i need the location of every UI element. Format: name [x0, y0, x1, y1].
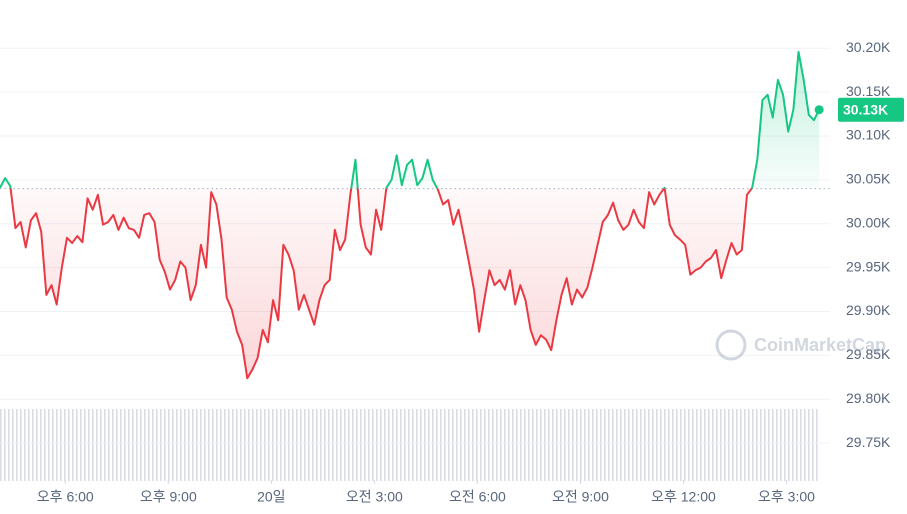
x-tick-label: 오후 6:00 — [37, 489, 94, 505]
x-tick-label: 오전 9:00 — [552, 489, 609, 505]
x-tick-label: 오전 6:00 — [449, 489, 506, 505]
current-price-box — [838, 97, 904, 122]
y-tick-label: 30.05K — [846, 171, 891, 187]
last-point — [814, 105, 824, 115]
volume-bars — [0, 409, 820, 481]
x-tick-label: 오후 12:00 — [651, 489, 716, 505]
y-tick-label: 29.85K — [846, 346, 891, 362]
watermark-text: CoinMarketCap — [754, 335, 886, 355]
y-tick-label: 29.90K — [846, 302, 891, 318]
y-tick-label: 30.10K — [846, 127, 891, 143]
y-tick-label: 30.20K — [846, 39, 891, 55]
price-line — [0, 50, 821, 380]
x-tick-label: 오후 9:00 — [140, 489, 197, 505]
x-tick-label: 20일 — [257, 489, 285, 505]
y-tick-label: 29.95K — [846, 258, 891, 274]
y-tick-label: 29.75K — [846, 434, 891, 450]
watermark: CoinMarketCap — [715, 329, 886, 361]
area — [0, 51, 820, 379]
x-tick-label: 오전 3:00 — [346, 489, 403, 505]
y-tick-label: 29.80K — [846, 390, 891, 406]
y-tick-label: 30.00K — [846, 214, 891, 230]
y-tick-label: 30.15K — [846, 83, 891, 99]
current-price-label: 30.13K — [843, 101, 888, 117]
x-tick-label: 오후 3:00 — [758, 489, 815, 505]
